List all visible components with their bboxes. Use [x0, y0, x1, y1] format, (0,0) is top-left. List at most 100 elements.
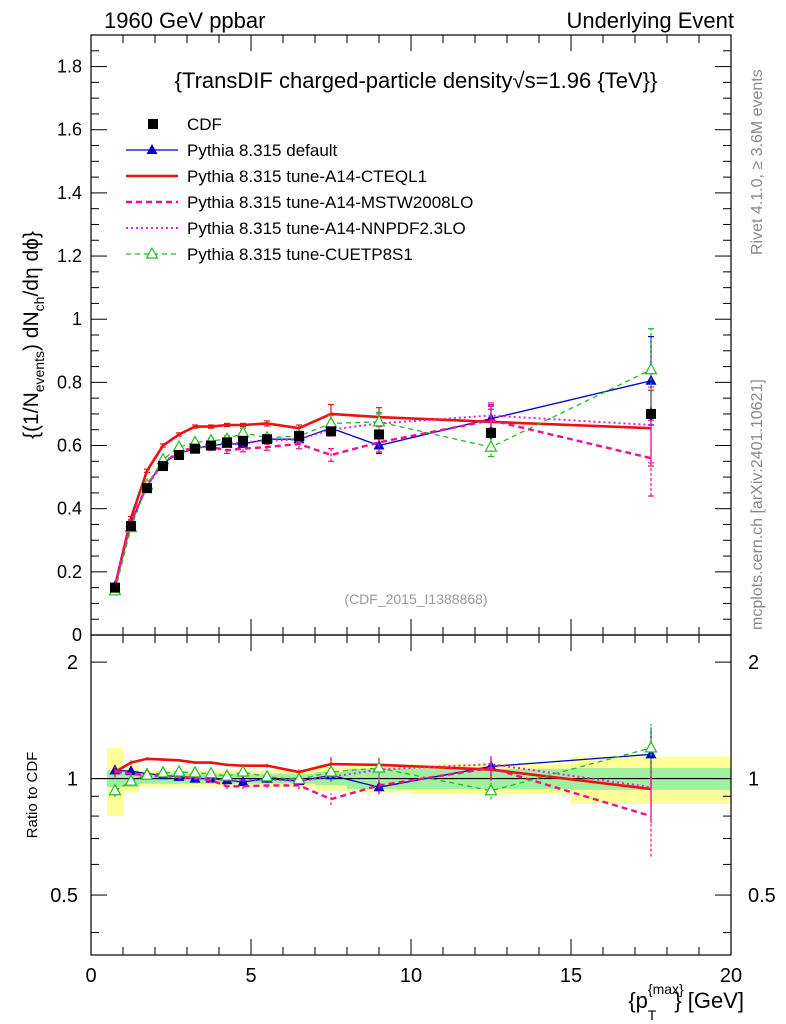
- xlabel-part-3: T: [648, 1007, 657, 1023]
- ratio-point-cuetp: [124, 773, 138, 786]
- y-tick-label: 0: [72, 625, 82, 645]
- legend-label-default: Pythia 8.315 default: [187, 141, 338, 160]
- ratio-point-cuetp: [140, 768, 154, 780]
- x-tick-label: 5: [245, 965, 256, 987]
- legend-entry-cuetp: Pythia 8.315 tune-CUETP8S1: [126, 245, 413, 264]
- mcplots-label: mcplots.cern.ch [arXiv:2401.10621]: [749, 379, 766, 630]
- y-tick-label: 1.6: [57, 120, 82, 140]
- main-plot-area: [108, 328, 658, 596]
- series-cteql1: [112, 389, 654, 589]
- point-cdf: [174, 450, 184, 460]
- ratio-y-tick-label-right: 1: [748, 769, 759, 791]
- ratio-point-cuetp: [484, 783, 498, 796]
- ylabel-part-4: ch: [31, 297, 47, 312]
- legend-swatch-cdf: [148, 119, 158, 129]
- ratio-point-cuetp: [372, 760, 386, 773]
- main-x-ticks: [90, 35, 732, 635]
- y-tick-label: 0.4: [57, 499, 82, 519]
- ratio-y-axis: 0.5 0.5 1 1 2 2: [50, 652, 776, 934]
- legend-marker-cuetp: [145, 246, 159, 259]
- ylabel-part-3: ) dN: [20, 311, 43, 351]
- legend-label-cdf: CDF: [187, 115, 222, 134]
- y-tick-label: 1: [72, 309, 82, 329]
- x-tick-label: 15: [560, 965, 582, 987]
- point-cuetp: [644, 362, 658, 375]
- point-cdf: [262, 434, 272, 445]
- line-cuetp: [114, 369, 652, 591]
- x-tick-label: 10: [400, 965, 422, 987]
- ratio-point-cuetp: [108, 783, 122, 796]
- point-cuetp: [236, 425, 250, 438]
- ratio-point-cuetp: [204, 766, 218, 779]
- point-cuetp: [484, 439, 498, 452]
- legend-marker-default: [146, 144, 158, 154]
- ratio-panel: 0.5 0.5 1 1 2 2 0 5 10 15 20 Ratio to CDF {p{max}…: [24, 634, 776, 1023]
- xlabel-part-1: {p: [628, 988, 648, 1013]
- ylabel-part-2: events: [31, 351, 47, 392]
- main-panel: 0 0.2 0.4 0.6 0.8 1 1.2 1.4 1.6 1.8 {TransDIF cha…: [20, 34, 732, 645]
- point-cdf: [190, 443, 200, 454]
- ratio-point-cuetp: [644, 740, 658, 753]
- point-cdf: [142, 483, 152, 494]
- ratio-y-tick-label-right: 2: [748, 652, 759, 674]
- xlabel-part-4: } [GeV]: [674, 988, 744, 1013]
- point-cdf: [326, 426, 336, 437]
- ratio-point-cuetp: [156, 765, 170, 778]
- ratio-y-tick-label: 0.5: [50, 885, 78, 907]
- header-left: 1960 GeV ppbar: [104, 8, 265, 33]
- y-tick-label: 1.2: [57, 246, 82, 266]
- point-cdf: [294, 431, 304, 442]
- ratio-point-cuetp: [172, 764, 186, 777]
- legend: CDF Pythia 8.315 default Pythia 8.315 tune…: [126, 115, 473, 264]
- x-axis-label: {p{max} T } [GeV]: [628, 981, 744, 1023]
- series-cdf: [110, 407, 656, 593]
- point-cdf: [206, 440, 216, 451]
- ratio-plot-area: [91, 723, 731, 857]
- legend-entry-cdf: CDF: [148, 115, 222, 134]
- line-default: [114, 380, 652, 587]
- ratio-y-tick-label-right: 0.5: [748, 885, 776, 907]
- point-cuetp: [324, 416, 338, 429]
- ratio-point-cuetp: [260, 769, 274, 782]
- ratio-point-cuetp: [292, 772, 306, 785]
- legend-label-cuetp: Pythia 8.315 tune-CUETP8S1: [187, 245, 413, 264]
- x-tick-label: 0: [85, 965, 96, 987]
- series-default: [109, 335, 657, 591]
- ratio-point-cuetp: [324, 764, 338, 777]
- main-y-axis: 0 0.2 0.4 0.6 0.8 1 1.2 1.4 1.6 1.8: [57, 50, 731, 645]
- legend-entry-mstw: Pythia 8.315 tune-A14-MSTW2008LO: [126, 193, 473, 212]
- ratio-line-cuetp: [114, 747, 652, 792]
- x-tick-label: 20: [720, 965, 742, 987]
- point-cdf: [646, 408, 656, 419]
- ratio-point-cuetp: [220, 768, 234, 781]
- y-tick-label: 1.8: [57, 57, 82, 77]
- legend-label-mstw: Pythia 8.315 tune-A14-MSTW2008LO: [187, 193, 473, 212]
- y-tick-label: 1.4: [57, 183, 82, 203]
- point-cdf: [486, 427, 496, 438]
- y-tick-label: 0.8: [57, 372, 82, 392]
- xlabel-part-2: {max}: [648, 981, 684, 997]
- ylabel-part-5: /dη dϕ}: [20, 231, 43, 296]
- legend-entry-nnpdf: Pythia 8.315 tune-A14-NNPDF2.3LO: [126, 219, 466, 238]
- point-cdf: [126, 521, 136, 532]
- point-cuetp: [372, 414, 386, 427]
- legend-label-nnpdf: Pythia 8.315 tune-A14-NNPDF2.3LO: [187, 219, 466, 238]
- chart-title: {TransDIF charged-particle density√s=1.9…: [175, 68, 658, 93]
- legend-label-cteql1: Pythia 8.315 tune-A14-CTEQL1: [187, 167, 427, 186]
- point-cdf: [110, 582, 120, 593]
- ratio-point-cuetp: [188, 765, 202, 778]
- watermark: (CDF_2015_I1388868): [344, 591, 487, 607]
- main-y-axis-label: {(1/Nevents) dNch/dη dϕ}: [20, 231, 47, 439]
- legend-entry-cteql1: Pythia 8.315 tune-A14-CTEQL1: [126, 167, 427, 186]
- ratio-point-cuetp: [236, 764, 250, 777]
- point-cdf: [374, 429, 384, 440]
- point-cdf: [158, 461, 168, 472]
- y-tick-label: 0.2: [57, 562, 82, 582]
- legend-entry-default: Pythia 8.315 default: [126, 141, 338, 160]
- ratio-y-axis-label: Ratio to CDF: [24, 752, 41, 839]
- series-cuetp: [108, 328, 658, 596]
- ratio-y-tick-label: 2: [67, 652, 78, 674]
- rivet-label: Rivet 4.1.0, ≥ 3.6M events: [749, 69, 766, 255]
- ylabel-part-1: {(1/N: [20, 392, 43, 439]
